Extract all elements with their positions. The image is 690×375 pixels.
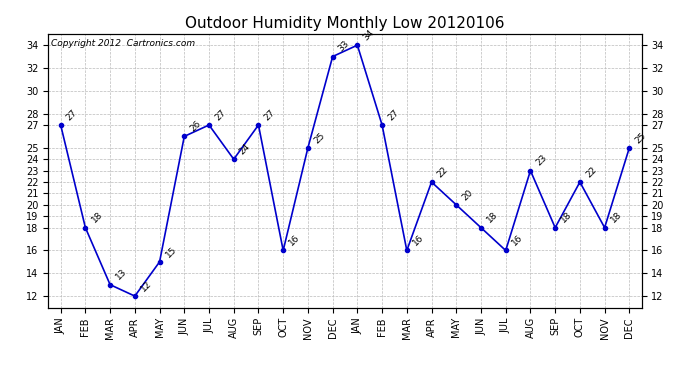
- Text: 25: 25: [312, 130, 326, 145]
- Text: 12: 12: [139, 279, 153, 293]
- Text: 22: 22: [584, 165, 598, 179]
- Text: 20: 20: [460, 188, 475, 202]
- Text: 26: 26: [188, 119, 203, 134]
- Text: 18: 18: [485, 210, 500, 225]
- Text: 33: 33: [337, 39, 351, 54]
- Text: 22: 22: [435, 165, 450, 179]
- Title: Outdoor Humidity Monthly Low 20120106: Outdoor Humidity Monthly Low 20120106: [185, 16, 505, 31]
- Text: 16: 16: [510, 233, 524, 248]
- Text: 16: 16: [287, 233, 302, 248]
- Text: 27: 27: [213, 108, 228, 122]
- Text: 15: 15: [164, 244, 178, 259]
- Text: 16: 16: [411, 233, 426, 248]
- Text: 27: 27: [65, 108, 79, 122]
- Text: 13: 13: [115, 267, 129, 282]
- Text: 18: 18: [609, 210, 623, 225]
- Text: 23: 23: [535, 153, 549, 168]
- Text: 24: 24: [238, 142, 253, 156]
- Text: 25: 25: [633, 130, 648, 145]
- Text: 27: 27: [263, 108, 277, 122]
- Text: 18: 18: [90, 210, 104, 225]
- Text: 27: 27: [386, 108, 401, 122]
- Text: Copyright 2012  Cartronics.com: Copyright 2012 Cartronics.com: [51, 39, 195, 48]
- Text: 18: 18: [560, 210, 574, 225]
- Text: 34: 34: [362, 28, 376, 42]
